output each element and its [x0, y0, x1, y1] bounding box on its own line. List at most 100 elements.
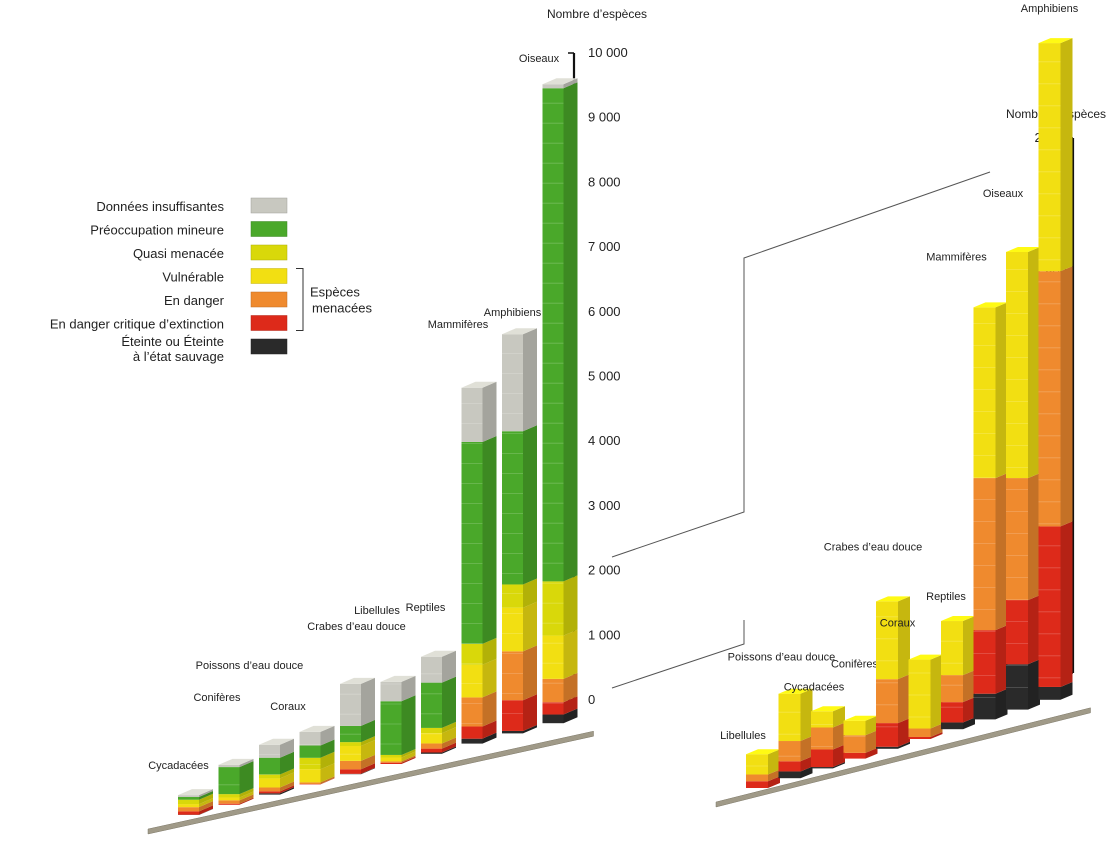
legend-item-quasi-menacee: Quasi menacée: [133, 245, 287, 261]
legend-item-preoccupation-mineure: Préoccupation mineure: [90, 222, 287, 238]
category-label: Reptiles: [406, 602, 446, 614]
y-tick-label: 6 000: [588, 304, 621, 319]
bar-segment-en-danger: [974, 473, 1008, 630]
bar-face: [178, 804, 199, 807]
bar-side: [963, 670, 975, 702]
legend-label-line2: à l’état sauvage: [133, 349, 224, 364]
connector-upper: [612, 172, 990, 557]
bar-face: [1039, 271, 1061, 526]
bar-segment-eteinte-ou-eteinte-a-l-etat-sauvage: [1006, 659, 1040, 709]
bar-side: [1028, 473, 1040, 600]
bar-face: [219, 767, 240, 794]
bar-segment-vulnerable: [543, 630, 578, 679]
bar-face: [421, 733, 442, 743]
bar-face: [909, 660, 931, 729]
legend-swatch: [251, 292, 287, 307]
zoom-connector-lines: [612, 172, 990, 688]
bar-face: [502, 651, 523, 700]
bar-face: [909, 729, 931, 737]
legend-swatch: [251, 222, 287, 237]
bar-face: [259, 745, 280, 758]
bar-segment-en-danger-critique-d-extinction: [1039, 521, 1073, 687]
bar-face: [462, 727, 483, 739]
bar-face: [178, 807, 199, 811]
bar-face: [941, 675, 963, 702]
bar-face: [974, 478, 996, 630]
legend-label: Éteinte ou Éteinte: [121, 334, 224, 349]
bar-segment-vulnerable: [502, 602, 537, 652]
bar-face: [876, 601, 898, 679]
bar-face: [421, 683, 442, 728]
bar-face: [502, 608, 523, 652]
category-label: Libellules: [720, 730, 766, 742]
legend-label: Quasi menacée: [133, 246, 224, 261]
bar-segment-vulnerable: [974, 302, 1008, 478]
bar-face: [502, 431, 523, 584]
legend-item-vulnerable: Vulnérable: [162, 269, 287, 285]
legend: Données insuffisantes Préoccupation mineu…: [50, 198, 373, 364]
bar-face: [543, 702, 564, 714]
category-label: Oiseaux: [983, 188, 1024, 200]
legend-swatch: [251, 316, 287, 331]
bar-face: [421, 743, 442, 748]
bar-face: [259, 793, 280, 794]
legend-label: En danger: [164, 293, 225, 308]
legend-label: Préoccupation mineure: [90, 223, 224, 238]
bar-side: [564, 82, 578, 581]
bar-side: [1028, 247, 1040, 478]
bar-face: [1006, 478, 1028, 600]
bar-face: [543, 679, 564, 702]
bar-side: [523, 425, 537, 584]
legend-group-label-line2: menacées: [312, 301, 372, 316]
bar-face: [543, 581, 564, 635]
category-label: Cycadacées: [784, 681, 845, 693]
bar-face: [974, 630, 996, 694]
bar-face: [340, 769, 361, 774]
y-axis-title: Nombre d’espèces: [547, 7, 647, 21]
bar-side: [483, 436, 497, 644]
y-tick-label: 9 000: [588, 110, 621, 125]
bar-segment-vulnerable: [909, 655, 943, 729]
bar-segment-vulnerable: [1006, 247, 1040, 478]
bar-side: [523, 694, 537, 731]
bar-side: [963, 616, 975, 675]
bar-face: [779, 771, 801, 778]
bar-segment-preoccupation-mineure: [421, 677, 456, 728]
bar-face: [1039, 43, 1061, 271]
y-tick-label: 1 000: [588, 627, 621, 642]
bar-face: [219, 765, 240, 767]
bar-libellules: Libellules: [720, 730, 780, 788]
bar-segment-en-danger: [1006, 473, 1040, 600]
bar-face: [178, 800, 199, 804]
y-tick-label: 7 000: [588, 239, 621, 254]
bar-face: [381, 758, 402, 762]
bar-side: [361, 678, 375, 726]
y-tick-label: 2 000: [588, 563, 621, 578]
y-tick-label: 4 000: [588, 433, 621, 448]
bar-face: [300, 769, 321, 782]
bar-face: [381, 761, 402, 762]
bar-side: [483, 382, 497, 442]
bar-side: [996, 302, 1008, 478]
bar-face: [259, 775, 280, 779]
bar-face: [340, 684, 361, 726]
bar-face: [421, 728, 442, 733]
bar-face: [1039, 526, 1061, 687]
bar-segment-donnees-insuffisantes: [462, 382, 497, 442]
category-label: Libellules: [354, 605, 400, 617]
category-label: Poissons d’eau douce: [196, 660, 304, 672]
bar-face: [876, 679, 898, 723]
bar-face: [844, 721, 866, 736]
bar-side: [898, 596, 910, 679]
legend-label: En danger critique d’extinction: [50, 317, 224, 332]
bar-face: [259, 758, 280, 775]
bar-face: [502, 700, 523, 731]
bar-face: [543, 84, 564, 88]
bar-face: [462, 665, 483, 698]
bar-face: [178, 811, 199, 814]
legend-item-donnees-insuffisantes: Données insuffisantes: [96, 198, 287, 214]
bar-face: [462, 739, 483, 744]
